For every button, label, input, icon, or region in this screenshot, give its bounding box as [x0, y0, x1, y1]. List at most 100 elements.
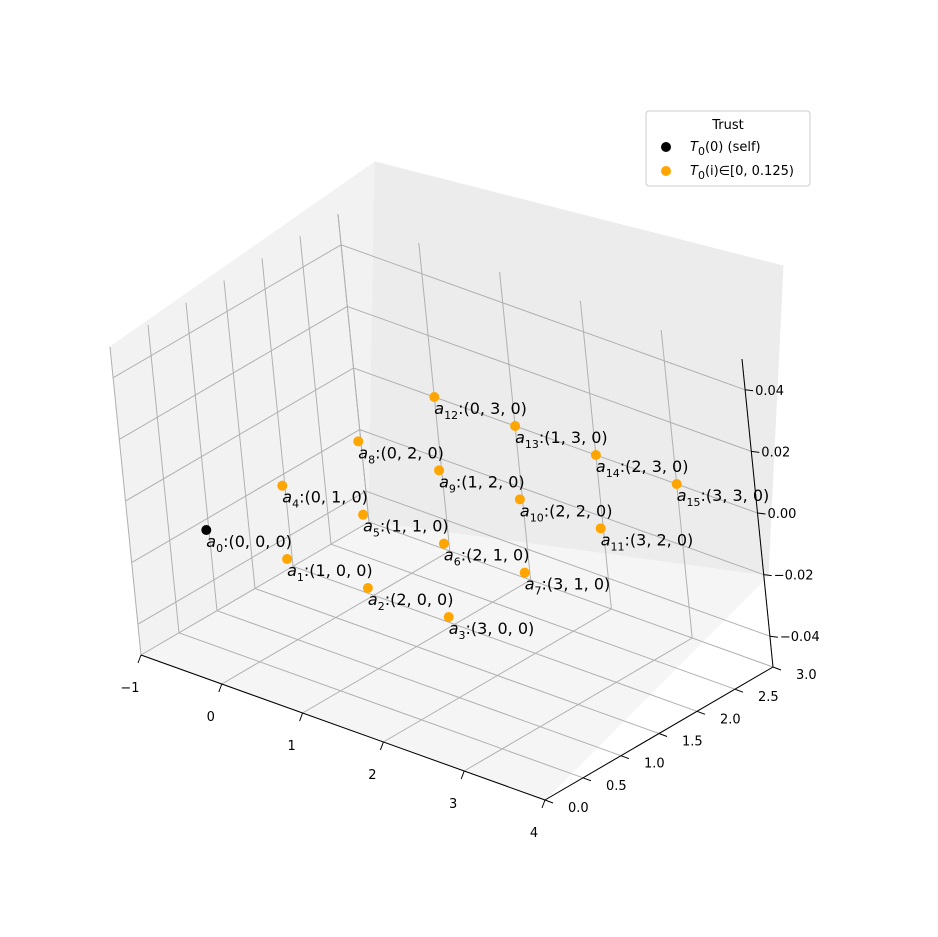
z-tick-label: 0.04: [755, 384, 784, 399]
point-label-coords: :(3, 1, 0): [542, 575, 611, 594]
y-tick: [734, 688, 744, 693]
point-label: a9:(1, 2, 0): [439, 472, 525, 495]
point-label: a3:(3, 0, 0): [449, 619, 535, 642]
data-point: [671, 479, 682, 489]
y-gridline: [299, 236, 736, 690]
data-points: [201, 392, 682, 622]
y-tick-label: 0.0: [568, 801, 589, 816]
x-tick: [299, 712, 304, 722]
data-point: [353, 436, 364, 447]
y-tick-label: 0.5: [606, 779, 627, 794]
legend-trust-rest: (i)∈[0, 0.125): [705, 164, 794, 179]
x-tick: [218, 683, 223, 693]
z-gridline: [112, 244, 746, 391]
legend-self-sub: 0: [698, 145, 705, 158]
data-point: [595, 523, 606, 534]
legend-title: Trust: [711, 118, 743, 133]
point-label-subscript: 10: [530, 511, 544, 524]
point-label: a0:(0, 0, 0): [206, 532, 292, 555]
point-label-subscript: 8: [368, 453, 375, 466]
y-tick-label: 3.0: [796, 668, 817, 683]
point-label-coords: :(3, 0, 0): [466, 619, 535, 638]
z-tick: [751, 450, 760, 453]
y-tick-label: 1.0: [644, 757, 665, 772]
y-gridline: [147, 324, 584, 779]
legend-trust-sub: 0: [698, 169, 705, 182]
data-point: [443, 612, 454, 622]
point-label-coords: :(1, 2, 0): [456, 472, 525, 491]
point-label-subscript: 7: [535, 585, 542, 598]
y-tick: [696, 710, 706, 715]
data-point: [429, 392, 440, 402]
point-label: a7:(3, 1, 0): [525, 575, 611, 598]
point-label-subscript: 13: [525, 438, 539, 451]
point-label-subscript: 14: [606, 467, 620, 480]
z-tick-label: −0.04: [780, 630, 820, 645]
point-label-subscript: 6: [454, 556, 461, 569]
point-label: a1:(1, 0, 0): [287, 561, 373, 584]
y-tick: [544, 799, 554, 804]
data-point: [434, 465, 445, 476]
z-gridline: [137, 490, 771, 637]
y-gridline: [223, 280, 660, 734]
x-tick: [137, 654, 142, 664]
point-label: a4:(0, 1, 0): [282, 488, 368, 511]
legend-trust-main: T: [690, 164, 699, 179]
point-label-coords: :(0, 3, 0): [458, 399, 527, 418]
point-label: a8:(0, 2, 0): [358, 443, 444, 466]
z-gridline: [125, 367, 758, 514]
point-label-subscript: 9: [449, 482, 456, 495]
point-label-subscript: 3: [459, 629, 466, 642]
z-tick-label: −0.02: [774, 569, 814, 584]
data-point: [514, 494, 525, 505]
point-label-subscript: 1: [297, 571, 304, 584]
z-tick-label: 0.02: [761, 445, 790, 460]
z-tick: [757, 512, 766, 515]
y-gridline: [261, 258, 698, 712]
point-label-name: a: [358, 443, 368, 462]
point-label-coords: :(2, 0, 0): [385, 590, 454, 609]
point-label-name: a: [434, 399, 444, 418]
data-point: [590, 450, 601, 460]
axes: [137, 358, 782, 809]
legend-self-rest: (0) (self): [705, 140, 761, 155]
data-point: [510, 421, 521, 431]
point-label-name: a: [515, 428, 525, 447]
legend-marker-self: [661, 142, 671, 152]
point-label-name: a: [206, 532, 216, 551]
y-tick: [582, 777, 592, 782]
data-point: [519, 567, 530, 578]
point-label-name: a: [368, 590, 378, 609]
point-label: a13:(1, 3, 0): [515, 428, 608, 451]
point-label-name: a: [520, 501, 530, 520]
data-point: [362, 583, 373, 593]
tick-labels: −1012340.00.51.01.52.02.53.0−0.04−0.020.…: [120, 384, 819, 841]
x-tick: [379, 741, 384, 751]
y-gridline: [185, 302, 622, 757]
point-label: a15:(3, 3, 0): [677, 486, 770, 509]
point-label-name: a: [525, 575, 535, 594]
point-label-coords: :(0, 0, 0): [223, 532, 292, 551]
point-label-coords: :(0, 2, 0): [375, 443, 444, 462]
legend-marker-trust: [661, 166, 671, 176]
y-tick-label: 2.5: [758, 690, 779, 705]
z-tick-label: 0.00: [768, 507, 797, 522]
point-label-coords: :(2, 1, 0): [461, 546, 530, 565]
z-tick: [769, 635, 778, 638]
x-axis-line: [140, 654, 546, 801]
point-label-subscript: 11: [611, 540, 625, 553]
point-label-coords: :(2, 2, 0): [544, 501, 613, 520]
point-label-subscript: 4: [292, 498, 299, 511]
x-tick-label: 4: [530, 826, 538, 841]
point-label-coords: :(1, 0, 0): [304, 561, 373, 580]
data-point: [282, 554, 293, 564]
y-tick-label: 2.0: [720, 712, 741, 727]
point-label-name: a: [282, 488, 292, 507]
data-point: [358, 509, 369, 520]
point-label-name: a: [287, 561, 297, 580]
point-label-coords: :(0, 1, 0): [299, 488, 368, 507]
point-label-name: a: [596, 457, 606, 476]
point-label-name: a: [444, 546, 454, 565]
y-gridline: [337, 213, 774, 668]
